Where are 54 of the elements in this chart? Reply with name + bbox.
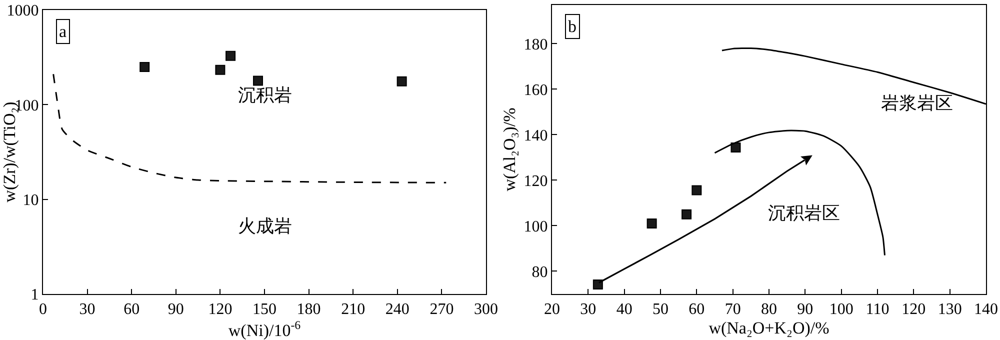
x-tick-label: 130 — [938, 301, 962, 318]
x-tick-label: 90 — [168, 301, 184, 318]
y-tick-label: 140 — [524, 127, 548, 144]
point — [682, 209, 692, 220]
annotation: 沉积岩区 — [768, 203, 840, 223]
y-tick-label: 180 — [524, 36, 548, 54]
x-tick-label: 20 — [544, 301, 560, 318]
point — [692, 185, 702, 196]
annotation: 沉积岩 — [238, 85, 292, 105]
x-tick-label: 110 — [866, 301, 890, 318]
x-tick-label: 30 — [580, 301, 596, 318]
point — [396, 76, 407, 86]
annotation: 岩浆岩区 — [881, 93, 953, 113]
annotation: 火成岩 — [238, 216, 292, 236]
annotation: a — [59, 22, 67, 41]
x-tick-label: 120 — [208, 301, 232, 318]
x-tick-label: 100 — [829, 301, 854, 318]
point — [215, 64, 226, 75]
point — [253, 76, 263, 86]
y-tick-label: 120 — [524, 172, 548, 190]
x-tick-label: 60 — [124, 301, 140, 318]
point — [730, 142, 741, 152]
x-tick-label: 300 — [474, 301, 498, 318]
y-tick-label: 80 — [532, 264, 548, 281]
point — [140, 62, 150, 72]
x-tick-label: 60 — [688, 301, 705, 318]
x-tick-label: 120 — [902, 301, 926, 318]
point — [226, 50, 236, 61]
y-tick-label: 160 — [524, 82, 548, 99]
x-tick-label: 210 — [341, 301, 366, 318]
x-tick-label: 30 — [79, 301, 96, 318]
x-tick-label: 140 — [974, 301, 998, 318]
x-tick-label: 150 — [252, 301, 276, 318]
x-axis-title: w(Ni)/10$^{-6}$ — [228, 318, 301, 340]
x-axis-title: w(Na₂O+K₂O)/% — [708, 318, 830, 338]
line-series — [714, 130, 886, 256]
y-axis-title: w(Al₂O₃)/% — [500, 108, 519, 192]
point — [592, 279, 603, 290]
x-tick-label: 70 — [724, 301, 741, 318]
y-tick-label: 1000 — [6, 2, 39, 20]
point — [646, 218, 657, 228]
x-tick-label: 40 — [616, 301, 632, 318]
x-tick-label: 90 — [797, 301, 814, 318]
y-tick-label: 1 — [30, 286, 39, 304]
x-tick-label: 240 — [385, 301, 410, 318]
x-tick-label: 80 — [761, 301, 777, 318]
line-series — [52, 73, 447, 184]
annotation: b — [568, 17, 576, 36]
y-tick-label: 10 — [22, 192, 39, 209]
x-tick-label: 270 — [430, 301, 454, 318]
x-tick-label: 50 — [652, 301, 668, 318]
x-tick-label: 180 — [296, 301, 321, 318]
y-tick-label: 100 — [524, 218, 548, 236]
x-tick-label: 0 — [39, 301, 47, 318]
